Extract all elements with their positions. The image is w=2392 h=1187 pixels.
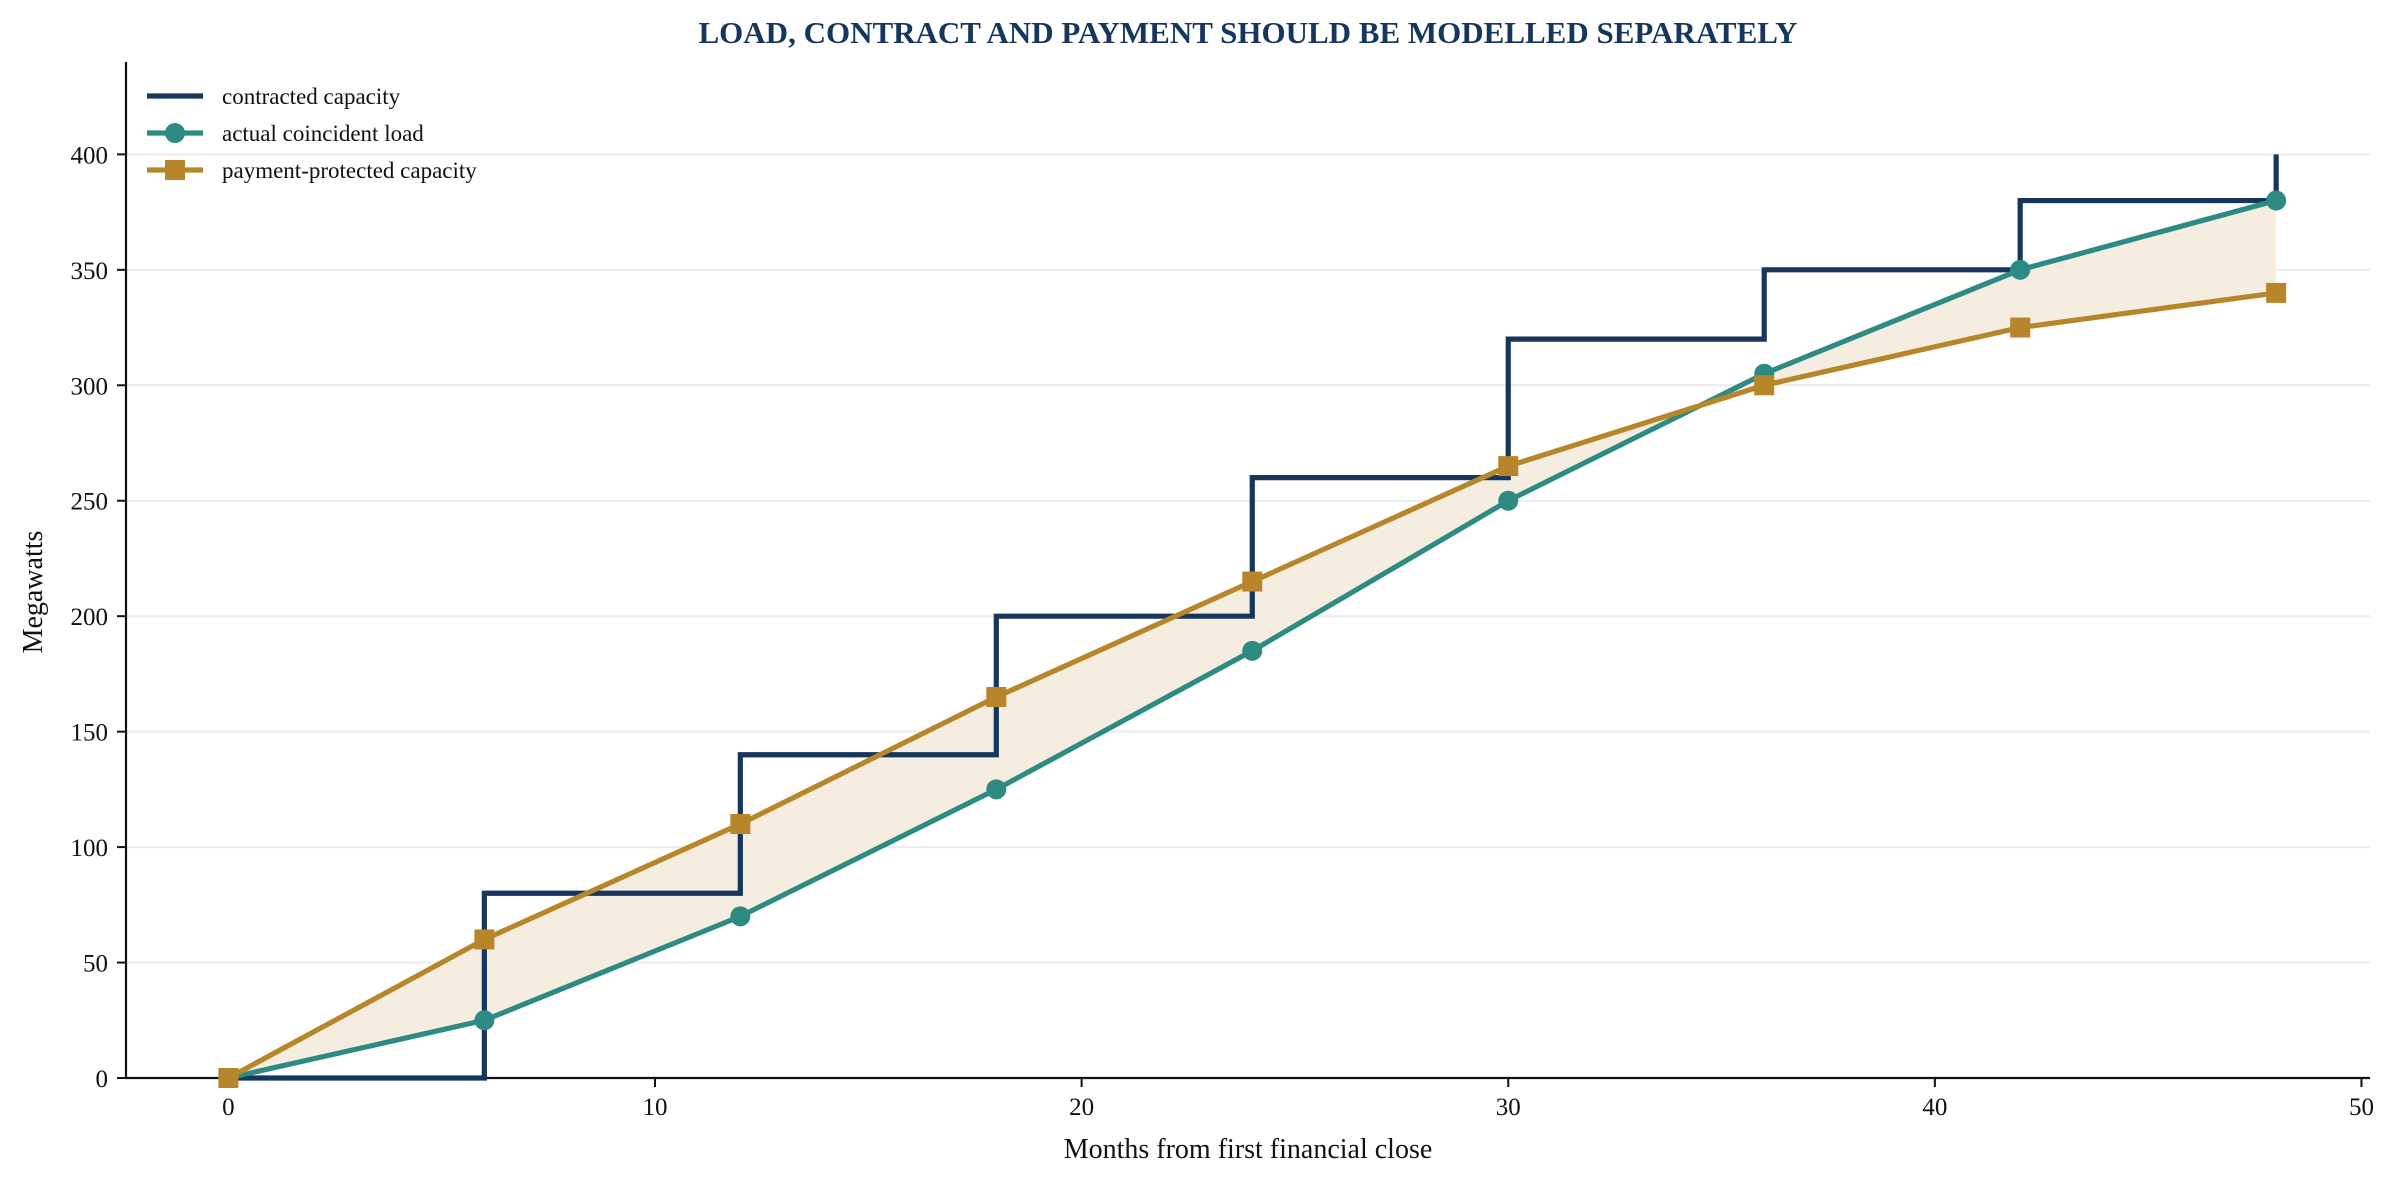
y-tick-label-400: 400 [71, 142, 109, 169]
y-axis-label: Megawatts [18, 531, 49, 654]
y-tick-label-250: 250 [71, 489, 109, 516]
y-tick-label-150: 150 [71, 720, 109, 747]
y-tick-label-200: 200 [71, 604, 109, 631]
fill-between-area [228, 200, 2277, 1078]
x-tick-label-40: 40 [1922, 1094, 1947, 1121]
legend-marker-actual-coincident-load [165, 123, 185, 143]
point-actual-coincident-load-42 [2010, 259, 2031, 280]
axes: 0 10 20 30 40 50 0 50 100 150 200 250 300 350 400 [71, 62, 2374, 1121]
point-payment-protected-capacity-36 [1754, 375, 1775, 396]
legend-label-payment-protected-capacity: payment-protected capacity [222, 158, 477, 183]
y-tick-label-0: 0 [96, 1066, 109, 1093]
x-tick-label-30: 30 [1496, 1094, 1521, 1121]
point-payment-protected-capacity-6 [474, 929, 495, 950]
point-payment-protected-capacity-42 [2010, 317, 2031, 338]
point-payment-protected-capacity-48 [2266, 282, 2287, 303]
y-tick-label-350: 350 [71, 258, 109, 285]
point-payment-protected-capacity-12 [730, 814, 751, 834]
legend-label-actual-coincident-load: actual coincident load [222, 121, 424, 146]
chart-title: LOAD, CONTRACT AND PAYMENT SHOULD BE MOD… [699, 15, 1798, 50]
y-tick-label-100: 100 [71, 835, 109, 862]
point-actual-coincident-load-18 [986, 779, 1007, 800]
point-actual-coincident-load-6 [474, 1010, 495, 1031]
legend-marker-payment-protected-capacity [165, 160, 185, 180]
x-axis-label: Months from first financial close [1064, 1134, 1433, 1165]
legend: contracted capacity actual coincident loa… [147, 84, 477, 183]
point-payment-protected-capacity-30 [1498, 456, 1519, 477]
x-tick-label-0: 0 [222, 1094, 235, 1121]
series-layer [218, 154, 2287, 1088]
x-tick-label-20: 20 [1069, 1094, 1094, 1121]
series-line-contracted-capacity [228, 154, 2279, 1081]
point-actual-coincident-load-48 [2266, 190, 2287, 211]
point-actual-coincident-load-12 [730, 906, 751, 927]
point-payment-protected-capacity-18 [986, 687, 1007, 707]
point-payment-protected-capacity-24 [1242, 571, 1263, 592]
x-tick-label-50: 50 [2349, 1094, 2374, 1121]
x-tick-label-10: 10 [643, 1094, 668, 1121]
legend-label-contracted-capacity: contracted capacity [222, 84, 401, 109]
point-payment-protected-capacity-0 [218, 1068, 239, 1088]
fill-between-polygon [228, 200, 2277, 1078]
point-actual-coincident-load-24 [1242, 640, 1263, 661]
y-tick-label-50: 50 [83, 951, 108, 978]
point-actual-coincident-load-30 [1498, 490, 1519, 511]
y-tick-label-300: 300 [71, 373, 109, 400]
gridlines [126, 153, 2370, 964]
